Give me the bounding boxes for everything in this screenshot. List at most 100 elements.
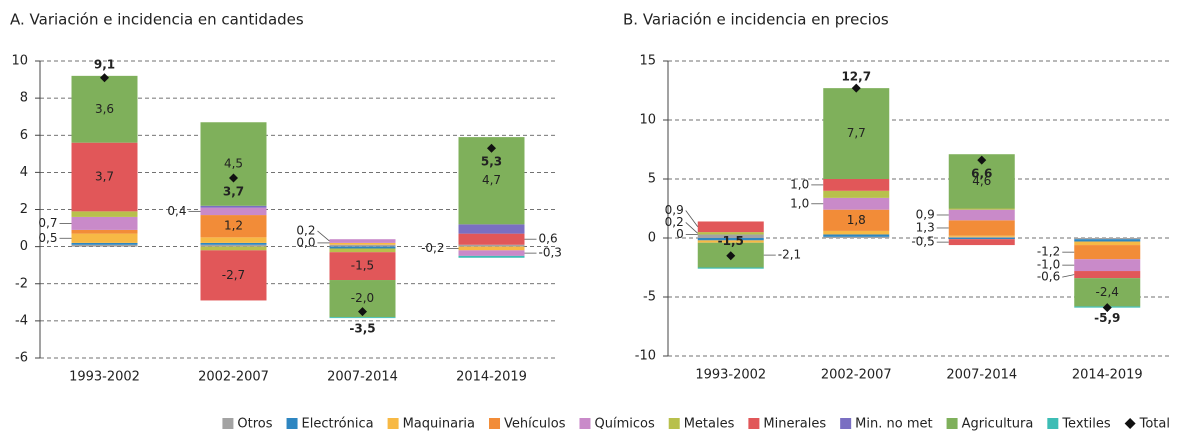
bar-segment bbox=[200, 242, 267, 245]
value-label: 7,7 bbox=[847, 126, 866, 140]
bar-segment bbox=[329, 246, 396, 249]
legend-text: Total bbox=[1139, 417, 1170, 431]
total-label: 5,3 bbox=[481, 155, 502, 169]
bar-segment bbox=[458, 233, 525, 245]
value-label: -0,2 bbox=[421, 241, 444, 255]
legend-text: Otros bbox=[237, 417, 272, 431]
y-tick-label: 8 bbox=[20, 91, 28, 106]
legend-text: Min. no met bbox=[855, 417, 932, 431]
total-label: 12,7 bbox=[841, 70, 871, 84]
value-label: 0,2 bbox=[665, 215, 684, 229]
x-tick-label: 2002-2007 bbox=[198, 370, 269, 385]
bar-segment bbox=[948, 235, 1015, 237]
leader-line bbox=[317, 230, 330, 242]
bar-segment bbox=[458, 250, 525, 256]
bar-segment bbox=[823, 190, 890, 198]
x-tick-label: 2007-2014 bbox=[327, 370, 398, 385]
total-marker bbox=[358, 307, 367, 317]
value-label: 0 bbox=[676, 227, 684, 241]
y-tick-label: -2 bbox=[15, 276, 28, 291]
bar-segment bbox=[71, 229, 138, 234]
legend-swatch bbox=[579, 418, 591, 429]
value-label: 0,7 bbox=[38, 216, 57, 230]
bar-segment bbox=[948, 239, 1015, 246]
x-tick-label: 2002-2007 bbox=[821, 368, 892, 383]
bar-segment bbox=[71, 142, 138, 212]
legend-swatch bbox=[748, 418, 760, 429]
chart-title: A. Variación e incidencia en cantidades bbox=[10, 11, 304, 29]
x-tick-label: 2014-2019 bbox=[1072, 368, 1143, 383]
legend-swatch bbox=[1047, 418, 1059, 429]
bar-segment bbox=[458, 224, 525, 234]
y-tick-label: -6 bbox=[15, 351, 28, 366]
bar-segment bbox=[948, 238, 1015, 240]
legend-text: Maquinaria bbox=[403, 417, 475, 431]
value-label: 3,6 bbox=[95, 102, 114, 116]
value-label: 0,2 bbox=[296, 223, 315, 237]
bar-segment bbox=[1074, 238, 1141, 240]
total-marker bbox=[851, 83, 861, 93]
value-label: -1,5 bbox=[351, 259, 374, 273]
x-tick-label: 2007-2014 bbox=[946, 368, 1017, 383]
value-label: -2,7 bbox=[222, 268, 245, 282]
value-label: -2,1 bbox=[778, 248, 801, 262]
bar-segment bbox=[329, 244, 396, 247]
value-label: 0,9 bbox=[665, 203, 684, 217]
leader-line bbox=[685, 222, 699, 234]
value-label: 0,6 bbox=[539, 232, 558, 246]
bar-segment bbox=[458, 246, 525, 251]
x-tick-label: 1993-2002 bbox=[69, 370, 140, 385]
total-label: 6,6 bbox=[971, 167, 992, 181]
bar-segment bbox=[823, 236, 890, 238]
legend-text: Vehículos bbox=[504, 417, 566, 431]
value-label: 0,0 bbox=[296, 235, 315, 249]
bar-segment bbox=[200, 215, 267, 238]
bar-segment bbox=[200, 250, 267, 301]
leader-line bbox=[1062, 274, 1075, 278]
bar-segment bbox=[1074, 278, 1141, 307]
bar-segment bbox=[697, 240, 764, 243]
y-tick-label: 2 bbox=[20, 202, 28, 217]
value-label: 1,8 bbox=[847, 213, 866, 227]
total-marker bbox=[229, 173, 238, 183]
bar-segment bbox=[823, 209, 890, 231]
value-label: 1,3 bbox=[916, 220, 935, 234]
legend-swatch bbox=[668, 418, 680, 429]
bar-segment bbox=[697, 238, 764, 241]
bar-segment bbox=[823, 230, 890, 235]
value-label: 0,4 bbox=[167, 204, 186, 218]
y-tick-label: 6 bbox=[20, 128, 28, 143]
bar-segment bbox=[823, 179, 890, 191]
y-tick-label: 0 bbox=[648, 231, 656, 246]
bar-segment bbox=[329, 248, 396, 253]
y-tick-label: 4 bbox=[20, 165, 28, 180]
bar-segment bbox=[697, 232, 764, 235]
value-label: 3,7 bbox=[95, 170, 114, 184]
total-label: -3,5 bbox=[349, 322, 375, 336]
bar-segment bbox=[200, 244, 267, 247]
bar-segment bbox=[329, 242, 396, 245]
bar-segment bbox=[200, 205, 267, 208]
value-label: -0,5 bbox=[911, 235, 934, 249]
value-label: 4,6 bbox=[972, 174, 991, 188]
bar-segment bbox=[948, 236, 1015, 238]
x-tick-label: 1993-2002 bbox=[695, 368, 766, 383]
value-label: 1,0 bbox=[790, 177, 809, 191]
chart-title: B. Variación e incidencia en precios bbox=[623, 11, 889, 29]
value-label: 4,5 bbox=[224, 157, 243, 171]
y-tick-label: 15 bbox=[639, 54, 656, 69]
bar-segment bbox=[823, 234, 890, 237]
total-marker bbox=[977, 155, 987, 165]
legend-swatch bbox=[222, 418, 234, 429]
value-label: -0,3 bbox=[539, 246, 562, 260]
y-tick-label: -10 bbox=[635, 349, 656, 364]
legend-text: Textiles bbox=[1061, 417, 1111, 431]
value-label: 1,2 bbox=[224, 219, 243, 233]
bar-segment bbox=[200, 207, 267, 216]
value-label: 0,5 bbox=[38, 231, 57, 245]
bar-segment bbox=[200, 237, 267, 243]
y-tick-label: 10 bbox=[11, 54, 28, 69]
bar-segment bbox=[823, 88, 890, 179]
bar-segment bbox=[697, 221, 764, 233]
